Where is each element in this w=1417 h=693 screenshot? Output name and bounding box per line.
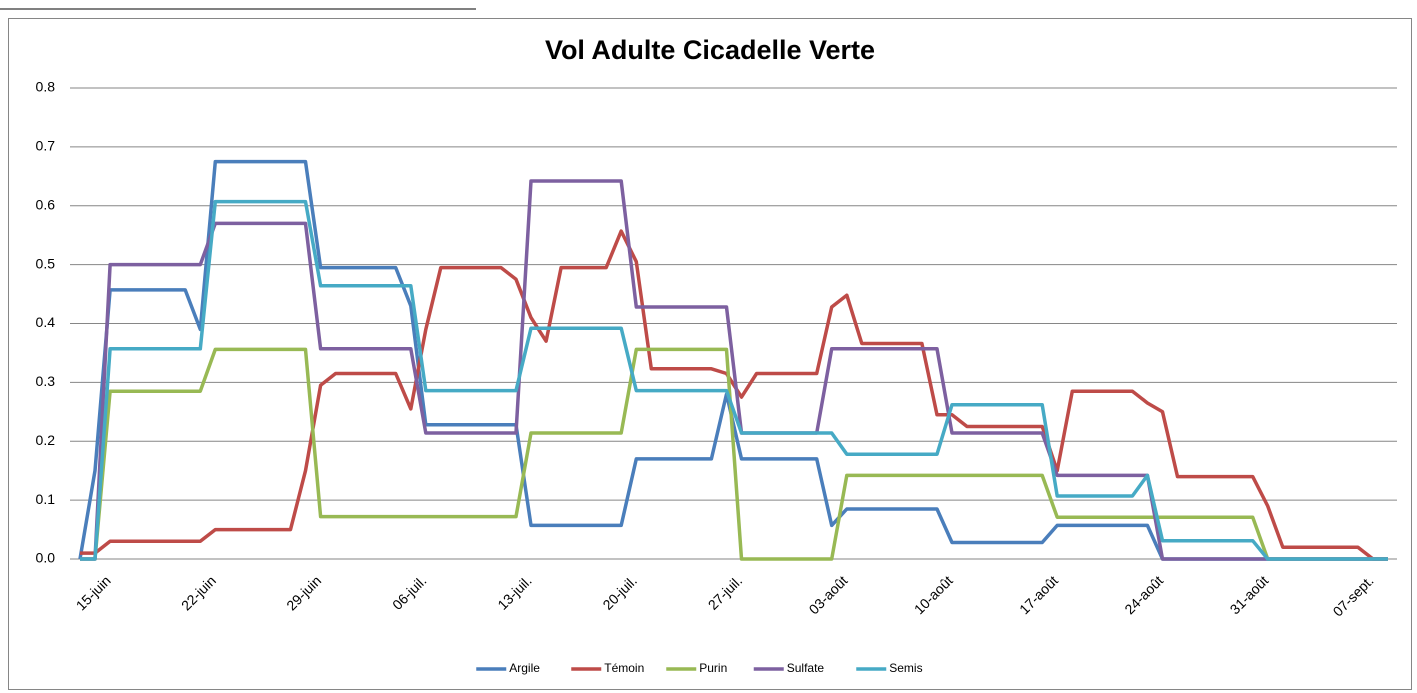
y-tick-label: 0.4: [36, 314, 56, 330]
legend-label: Argile: [509, 661, 540, 675]
y-tick-label: 0.1: [36, 491, 56, 507]
series-line: [80, 199, 1388, 561]
y-tick-label: 0.7: [36, 138, 56, 154]
legend-label: Témoin: [604, 661, 644, 675]
y-tick-label: 0.0: [36, 550, 56, 566]
y-tick-label: 0.5: [36, 255, 56, 271]
y-tick-label: 0.3: [36, 373, 56, 389]
series-line: [80, 347, 1388, 561]
y-tick-label: 0.8: [36, 79, 56, 95]
y-tick-label: 0.2: [36, 432, 56, 448]
series-line: [80, 179, 1388, 561]
legend-label: Sulfate: [787, 661, 825, 675]
chart-frame: [8, 18, 1412, 690]
legend-label: Semis: [889, 661, 922, 675]
chart-title: Vol Adulte Cicadelle Verte: [545, 35, 875, 65]
legend-label: Purin: [699, 661, 727, 675]
y-tick-label: 0.6: [36, 196, 56, 212]
series-line: [80, 229, 1388, 561]
